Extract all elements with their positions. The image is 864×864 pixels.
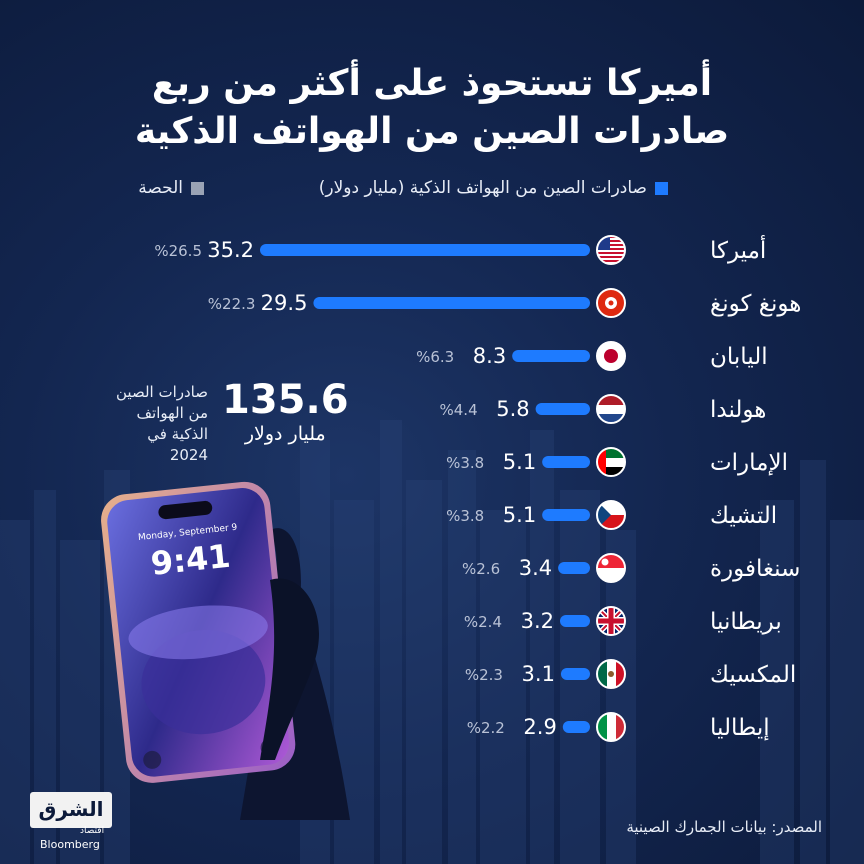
share-label-6: %2.6	[462, 560, 500, 578]
source-note: المصدر: بيانات الجمارك الصينية	[626, 818, 822, 836]
logo-sub: اقتصاد	[80, 826, 105, 836]
flag-netherlands-icon	[596, 394, 626, 424]
total-description: صادرات الصين من الهواتف الذكية في 2024	[116, 383, 208, 464]
flag-uae-icon	[596, 447, 626, 477]
share-label-1: %22.3	[208, 295, 256, 313]
category-label-1: هونغ كونغ	[710, 291, 801, 317]
value-label-8: 3.1	[522, 662, 555, 686]
category-label-6: سنغافورة	[710, 556, 800, 582]
bar-2	[512, 350, 590, 362]
bar-0	[260, 244, 590, 256]
category-label-4: الإمارات	[710, 450, 788, 476]
category-label-3: هولندا	[710, 397, 766, 423]
logo-mark: الشرق	[30, 792, 112, 828]
share-label-9: %2.2	[467, 719, 505, 737]
flag-mexico-icon	[596, 659, 626, 689]
value-label-9: 2.9	[523, 715, 556, 739]
flag-italy-icon	[596, 712, 626, 742]
share-label-7: %2.4	[464, 613, 502, 631]
bar-5	[542, 509, 590, 521]
bar-9	[562, 721, 590, 733]
total-value: 135.6	[222, 377, 349, 423]
flag-uk-icon	[596, 606, 626, 636]
share-label-0: %26.5	[154, 242, 202, 260]
share-label-3: %4.4	[440, 401, 478, 419]
value-label-1: 29.5	[261, 291, 308, 315]
phone-time: 9:41	[149, 537, 232, 583]
bar-7	[560, 615, 590, 627]
legend-item-share: الحصة	[138, 178, 204, 198]
value-label-4: 5.1	[503, 450, 536, 474]
flag-usa-icon	[596, 235, 626, 265]
hand-holding-phone-illustration: Monday, September 9 9:41	[101, 481, 350, 820]
value-label-0: 35.2	[207, 238, 254, 262]
bar-6	[558, 562, 590, 574]
category-label-5: التشيك	[710, 503, 777, 529]
legend-swatch-exports	[655, 181, 668, 195]
share-label-4: %3.8	[446, 454, 484, 472]
bar-8	[560, 668, 590, 680]
legend-label-share: الحصة	[138, 178, 183, 198]
flag-singapore-icon	[596, 553, 626, 583]
value-label-6: 3.4	[519, 556, 552, 580]
bar-3	[535, 403, 590, 415]
category-label-2: اليابان	[710, 344, 768, 370]
flag-hong-kong-icon	[596, 288, 626, 318]
category-label-0: أميركا	[710, 235, 766, 264]
total-callout: 135.6 مليار دولار صادرات الصين من الهوات…	[108, 378, 349, 466]
chart-title-line-2: صادرات الصين من الهواتف الذكية	[134, 111, 730, 152]
flag-czechia-icon	[596, 500, 626, 530]
legend-item-exports: صادرات الصين من الهواتف الذكية (مليار دو…	[319, 178, 668, 198]
share-label-5: %3.8	[446, 507, 484, 525]
category-label-7: بريطانيا	[710, 609, 782, 635]
total-unit: مليار دولار	[244, 423, 326, 445]
flag-japan-icon	[596, 341, 626, 371]
value-label-2: 8.3	[473, 344, 506, 368]
legend-label-exports: صادرات الصين من الهواتف الذكية (مليار دو…	[318, 178, 647, 198]
logo-bloomberg: Bloomberg	[40, 838, 100, 851]
value-label-7: 3.2	[521, 609, 554, 633]
bar-4	[542, 456, 590, 468]
bar-1	[313, 297, 590, 309]
value-label-3: 5.8	[496, 397, 529, 421]
thumb-shape	[260, 578, 319, 760]
value-label-5: 5.1	[503, 503, 536, 527]
chart-title-line-1: أميركا تستحوذ على أكثر من ربع	[151, 63, 713, 104]
legend-swatch-share	[191, 181, 204, 195]
category-label-9: إيطاليا	[710, 715, 770, 741]
share-label-2: %6.3	[416, 348, 454, 366]
share-label-8: %2.3	[465, 666, 503, 684]
category-label-8: المكسيك	[710, 662, 796, 688]
asharq-bloomberg-logo: الشرق اقتصاد Bloomberg	[30, 792, 126, 851]
flashlight-icon	[143, 750, 162, 769]
